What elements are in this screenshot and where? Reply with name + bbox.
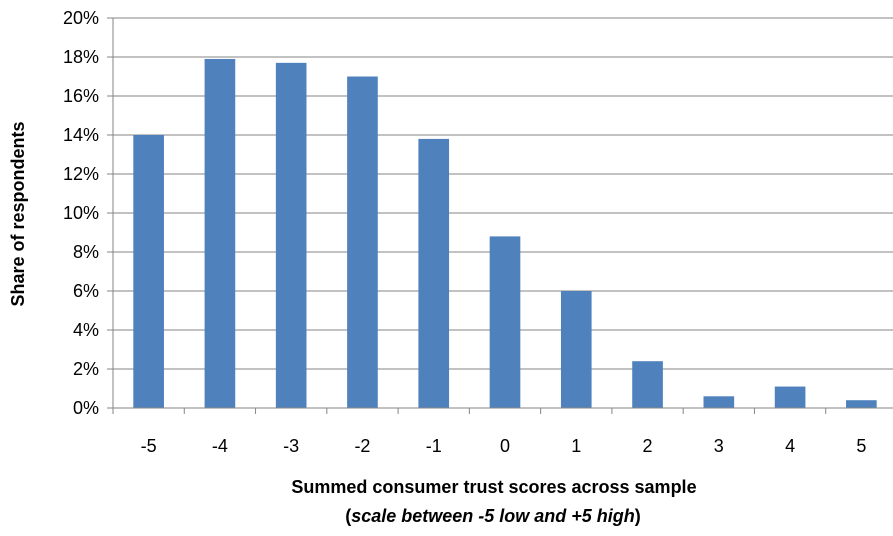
x-axis-subtitle-open: ( bbox=[345, 506, 351, 526]
x-tick-label: -3 bbox=[283, 436, 299, 456]
x-tick-label: -2 bbox=[354, 436, 370, 456]
bar-3 bbox=[703, 396, 735, 408]
y-tick-labels: 0% 2% 4% 6% 8% 10% 12% 14% 16% 18% 20% bbox=[63, 8, 99, 418]
bars bbox=[133, 58, 877, 408]
y-tick-label: 4% bbox=[73, 320, 99, 340]
x-tick-label: -5 bbox=[141, 436, 157, 456]
bar-4 bbox=[774, 386, 806, 408]
bar-1 bbox=[560, 291, 592, 408]
y-tick-label: 10% bbox=[63, 203, 99, 223]
x-axis-subtitle-close: ) bbox=[635, 506, 641, 526]
x-tick-label: -4 bbox=[212, 436, 228, 456]
x-tick-label: -1 bbox=[426, 436, 442, 456]
x-axis-subtitle-scale: scale between -5 low and +5 high bbox=[351, 506, 635, 526]
y-tick-label: 12% bbox=[63, 164, 99, 184]
y-tick-label: 0% bbox=[73, 398, 99, 418]
y-tick-label: 18% bbox=[63, 47, 99, 67]
y-tick-label: 14% bbox=[63, 125, 99, 145]
y-tick-label: 6% bbox=[73, 281, 99, 301]
bar--2 bbox=[347, 76, 378, 408]
x-axis-title: Summed consumer trust scores across samp… bbox=[291, 477, 696, 497]
x-tick-label: 1 bbox=[571, 436, 581, 456]
x-tick-label: 0 bbox=[500, 436, 510, 456]
x-tick-label: 5 bbox=[856, 436, 866, 456]
bar--5 bbox=[133, 135, 164, 408]
bar-0 bbox=[489, 236, 521, 408]
x-tick-label: 4 bbox=[785, 436, 795, 456]
y-tick-label: 16% bbox=[63, 86, 99, 106]
axes bbox=[107, 17, 893, 414]
y-tick-label: 8% bbox=[73, 242, 99, 262]
bar--4 bbox=[204, 58, 236, 408]
y-tick-label: 2% bbox=[73, 359, 99, 379]
bar--3 bbox=[275, 62, 307, 408]
y-tick-label: 20% bbox=[63, 8, 99, 28]
gridlines bbox=[113, 17, 893, 370]
bar-2 bbox=[632, 361, 663, 408]
bar--1 bbox=[418, 138, 450, 408]
bar-5 bbox=[846, 400, 877, 408]
x-axis-subtitle: (scale between -5 low and +5 high) bbox=[345, 506, 641, 526]
y-axis-title: Share of respondents bbox=[8, 121, 28, 306]
x-tick-label: 2 bbox=[643, 436, 653, 456]
x-tick-label: 3 bbox=[714, 436, 724, 456]
x-tick-labels: -5 -4 -3 -2 -1 0 1 2 3 4 5 bbox=[141, 436, 867, 456]
